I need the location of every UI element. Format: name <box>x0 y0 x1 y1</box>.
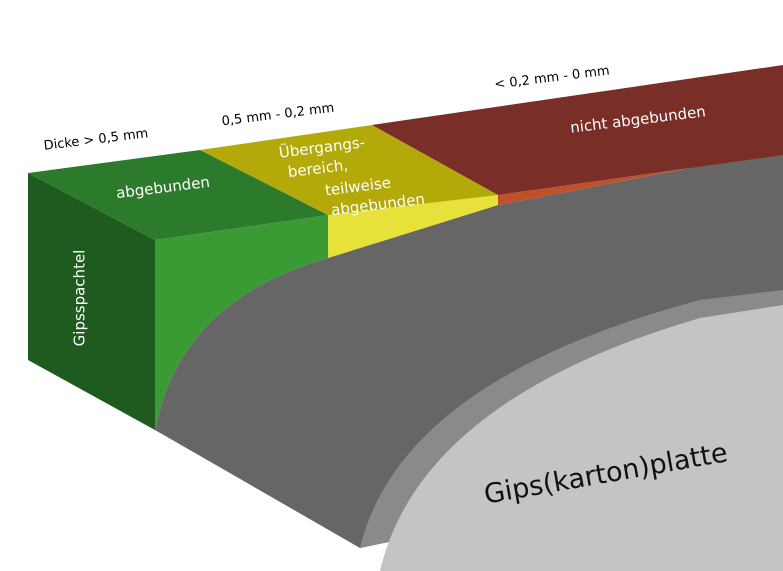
thickness-label: Dicke > 0,5 mm <box>43 126 149 154</box>
set-front <box>155 215 328 430</box>
material-label: Gipsspachtel <box>71 250 89 347</box>
set-top <box>28 150 328 240</box>
transition-top <box>200 125 498 215</box>
thickness-label: 0,5 mm - 0,2 mm <box>221 101 335 130</box>
transition-front <box>328 195 498 258</box>
not-set-top <box>372 65 783 195</box>
filler-front <box>28 173 155 430</box>
board-face <box>380 305 783 571</box>
thickness-label: < 0,2 mm - 0 mm <box>494 63 611 92</box>
